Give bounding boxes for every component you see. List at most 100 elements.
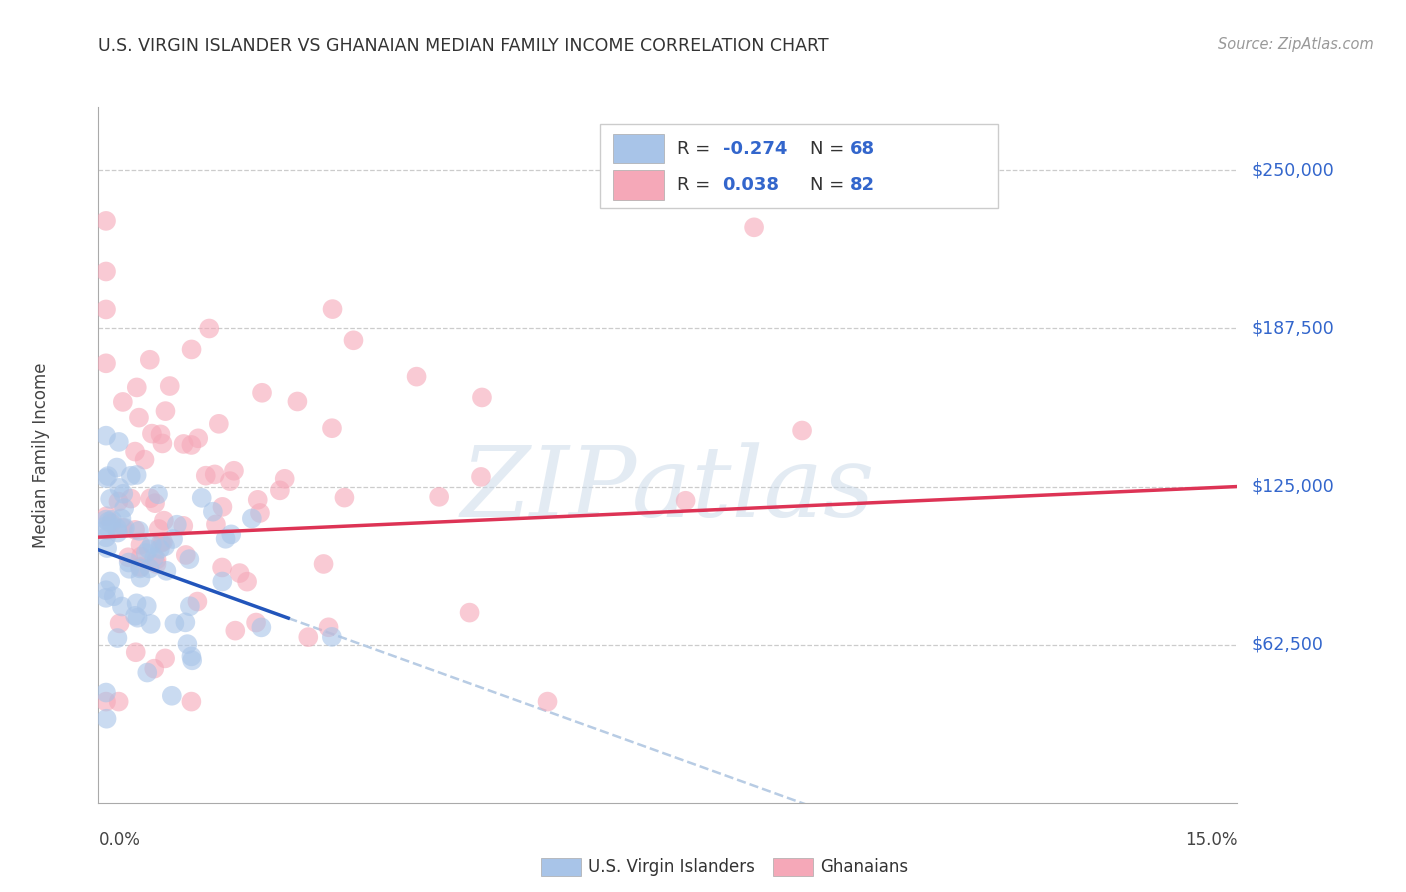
Point <box>312 557 335 571</box>
Point <box>128 410 150 425</box>
Point <box>675 493 697 508</box>
Point <box>143 550 166 565</box>
Point <box>250 385 273 400</box>
Point <box>174 615 197 630</box>
Point <box>135 599 157 613</box>
Point <box>162 532 184 546</box>
Point <box>135 546 157 560</box>
Point <box>297 630 319 644</box>
Point <box>179 552 201 566</box>
Point <box>97 515 120 529</box>
Point <box>117 550 139 565</box>
Text: N =: N = <box>810 140 851 158</box>
Point <box>179 599 201 614</box>
Point <box>138 561 160 575</box>
Point <box>321 630 343 644</box>
Point <box>98 491 121 506</box>
Point <box>180 343 202 357</box>
Point <box>155 404 177 418</box>
Point <box>145 557 167 571</box>
Point <box>114 521 136 535</box>
Point <box>153 651 176 665</box>
Point <box>112 501 135 516</box>
Point <box>143 662 166 676</box>
Point <box>134 452 156 467</box>
Text: R =: R = <box>676 140 716 158</box>
Point <box>125 596 148 610</box>
Point <box>245 615 267 630</box>
Point <box>94 428 117 442</box>
Point <box>143 496 166 510</box>
Point <box>136 665 159 680</box>
Point <box>181 653 204 667</box>
Point <box>107 525 129 540</box>
Point <box>152 534 174 549</box>
Point <box>112 486 135 500</box>
Point <box>149 536 172 550</box>
Point <box>269 483 291 498</box>
Point <box>333 491 356 505</box>
Point <box>287 394 309 409</box>
Text: U.S. Virgin Islanders: U.S. Virgin Islanders <box>588 858 755 876</box>
Text: -0.274: -0.274 <box>723 140 787 158</box>
Text: R =: R = <box>676 176 716 194</box>
Text: 0.038: 0.038 <box>723 176 779 194</box>
Point <box>94 214 117 228</box>
Point <box>228 566 250 580</box>
Point <box>246 492 269 507</box>
Point <box>427 490 450 504</box>
Point <box>470 470 492 484</box>
Text: Ghanaians: Ghanaians <box>820 858 908 876</box>
Point <box>105 460 128 475</box>
Point <box>94 695 117 709</box>
Point <box>536 695 558 709</box>
Point <box>166 517 188 532</box>
Text: $187,500: $187,500 <box>1251 319 1334 337</box>
Point <box>129 538 152 552</box>
Point <box>173 437 195 451</box>
Point <box>94 530 117 544</box>
Point <box>180 438 202 452</box>
Point <box>111 599 134 614</box>
Text: 68: 68 <box>851 140 875 158</box>
Point <box>111 521 134 535</box>
FancyBboxPatch shape <box>613 134 665 163</box>
Point <box>124 523 146 537</box>
Point <box>107 631 129 645</box>
Point <box>94 685 117 699</box>
Point <box>180 695 202 709</box>
Point <box>471 391 494 405</box>
Text: $125,000: $125,000 <box>1251 477 1334 496</box>
Point <box>118 562 141 576</box>
Point <box>205 517 228 532</box>
Point <box>110 511 132 525</box>
Point <box>214 532 236 546</box>
Point <box>118 556 141 570</box>
Point <box>124 608 146 623</box>
Point <box>125 467 148 482</box>
Point <box>186 594 208 608</box>
Point <box>107 494 129 508</box>
Point <box>321 421 343 435</box>
FancyBboxPatch shape <box>599 124 998 208</box>
Point <box>98 574 121 589</box>
Point <box>107 695 129 709</box>
Text: 0.0%: 0.0% <box>98 830 141 848</box>
Point <box>152 436 174 450</box>
Point <box>211 560 233 574</box>
Point <box>222 464 245 478</box>
Point <box>94 591 117 605</box>
Point <box>128 524 150 538</box>
Point <box>153 539 176 553</box>
Point <box>742 220 765 235</box>
Point <box>96 712 118 726</box>
Point <box>163 616 186 631</box>
Point <box>187 431 209 445</box>
Point <box>159 379 181 393</box>
Point <box>108 616 131 631</box>
Point <box>125 645 148 659</box>
Point <box>97 469 120 483</box>
Point <box>94 302 117 317</box>
Point <box>322 302 344 317</box>
Text: N =: N = <box>810 176 851 194</box>
